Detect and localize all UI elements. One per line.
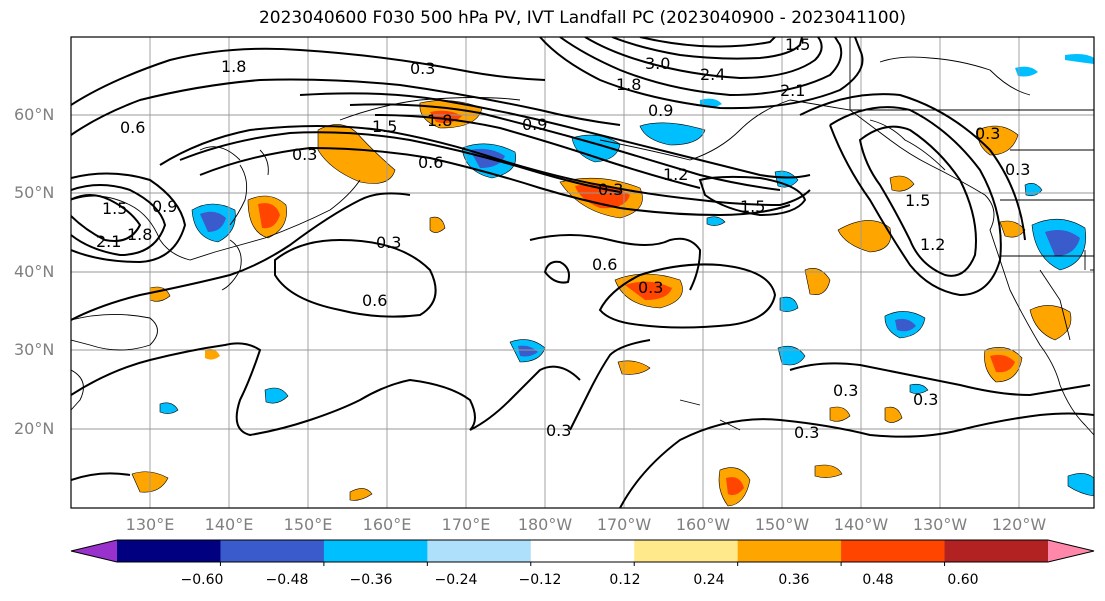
contour-label: 1.5: [102, 199, 127, 218]
colorbar-tick-label: 0.12: [609, 572, 641, 588]
colorbar-extend-low: [71, 540, 117, 562]
colorbar-outline: [70, 539, 1095, 563]
contour-label: 0.3: [833, 381, 858, 400]
lon-label: 170°E: [441, 515, 491, 534]
contour-label: 0.3: [598, 180, 623, 199]
contour-label: 0.6: [592, 255, 617, 274]
colorbar-extend-high: [1048, 540, 1094, 562]
contour-label: 1.2: [920, 235, 945, 254]
contour-label: 0.6: [120, 118, 145, 137]
contour-label: 0.3: [638, 278, 663, 297]
map-frame: [70, 36, 1095, 509]
pv-contours: [71, 37, 1094, 508]
contour-label: 1.5: [740, 197, 765, 216]
contour-label: 0.9: [152, 197, 177, 216]
contour-label: 1.5: [372, 117, 397, 136]
lon-label: 160°W: [675, 515, 731, 534]
contour-label: 1.8: [127, 225, 152, 244]
colorbar-tick-label: 0.36: [778, 572, 810, 588]
lat-label: 40°N: [14, 262, 55, 281]
contour-label: 0.9: [648, 101, 673, 120]
lat-label: 30°N: [14, 340, 55, 359]
lon-label: 160°E: [362, 515, 412, 534]
colorbar-segment: [427, 540, 532, 562]
colorbar-segment: [841, 540, 946, 562]
lon-label: 150°W: [754, 515, 810, 534]
contour-label: 0.9: [522, 115, 547, 134]
contour-label: 0.3: [410, 59, 435, 78]
contour-label: 1.5: [905, 191, 930, 210]
lon-label: 140°W: [833, 515, 889, 534]
map-title: 2023040600 F030 500 hPa PV, IVT Landfall…: [258, 8, 906, 28]
contour-label: 1.8: [616, 75, 641, 94]
lon-label: 170°W: [596, 515, 652, 534]
colorbar-tick-label: −0.36: [349, 572, 393, 588]
colorbar-segment: [117, 540, 221, 562]
lat-label: 50°N: [14, 183, 55, 202]
lon-label: 150°E: [283, 515, 333, 534]
lon-label: 130°E: [125, 515, 175, 534]
contour-label-group: 1.8 0.3 3.0 2.4 1.5 1.8 0.9 2.1 0.6 1.5 …: [96, 35, 1030, 442]
colorbar-tick-label: 0.60: [947, 572, 979, 588]
contour-label: 0.6: [418, 153, 443, 172]
colorbar-segment: [944, 540, 1049, 562]
lon-label: 140°E: [204, 515, 254, 534]
contour-label: 0.6: [362, 291, 387, 310]
colorbar-tick-label: 0.24: [693, 572, 725, 588]
lon-label: 130°W: [912, 515, 968, 534]
contour-label: 0.3: [376, 233, 401, 252]
contour-label: 2.4: [700, 65, 725, 84]
colorbar-segment: [323, 540, 428, 562]
contour-label: 1.2: [663, 165, 688, 184]
contour-label: 0.3: [1005, 160, 1030, 179]
colorbar-segment: [530, 540, 635, 562]
lat-label: 60°N: [14, 105, 55, 124]
contour-label: 1.8: [427, 111, 452, 130]
contour-label: 0.3: [794, 423, 819, 442]
lat-label: 20°N: [14, 419, 55, 438]
contour-label: 3.0: [645, 54, 670, 73]
colorbar-tick-label: −0.48: [265, 572, 309, 588]
colorbar: [70, 539, 1095, 566]
colorbar-segment: [220, 540, 325, 562]
colorbar-tick-label: −0.60: [180, 572, 224, 588]
lon-label: 120°W: [991, 515, 1047, 534]
colorbar-segment: [737, 540, 842, 562]
colorbar-tick-label: −0.12: [518, 572, 562, 588]
contour-label: 1.5: [785, 35, 810, 54]
contour-label: 0.3: [975, 124, 1000, 143]
contour-label: 0.3: [292, 145, 317, 164]
contour-label: 0.3: [546, 421, 571, 440]
lon-label: 180°W: [517, 515, 573, 534]
contour-label: 0.3: [913, 390, 938, 409]
contour-label: 1.8: [221, 57, 246, 76]
contour-label: 2.1: [96, 232, 121, 251]
colorbar-segment: [634, 540, 739, 562]
colorbar-tick-label: 0.48: [862, 572, 894, 588]
colorbar-tick-label: −0.24: [434, 572, 478, 588]
contour-label: 2.1: [780, 81, 805, 100]
